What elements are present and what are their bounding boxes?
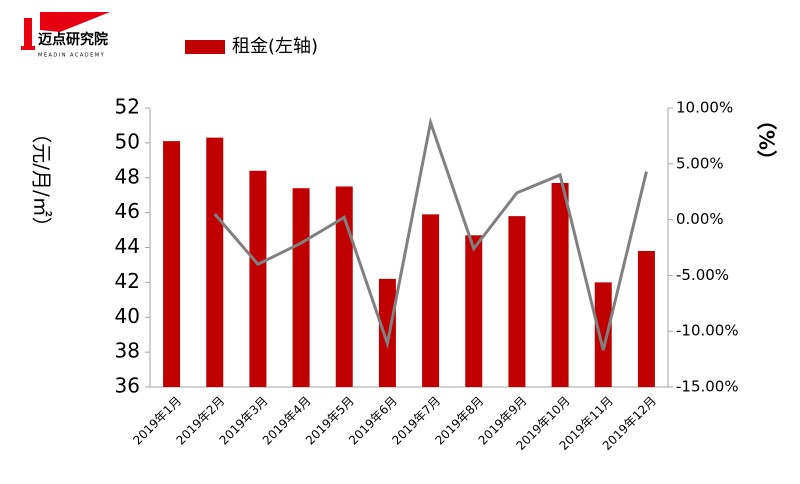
bar	[508, 216, 526, 387]
y-tick-label: 44	[115, 234, 140, 258]
y-tick-label: 38	[115, 339, 140, 363]
y-tick-label: 36	[115, 374, 140, 398]
logo-tagline: MEADIN ACADEMY	[38, 53, 105, 59]
y2-tick-label: 5.00%	[676, 154, 724, 172]
bar	[163, 141, 181, 387]
legend-swatch	[185, 40, 225, 54]
y-tick-label: 50	[115, 129, 140, 153]
logo: 迈点研究院 MEADIN ACADEMY	[21, 12, 110, 59]
bar	[465, 235, 483, 387]
y-tick-label: 46	[115, 199, 140, 223]
y-tick-label: 52	[115, 95, 140, 119]
legend-label: 租金(左轴)	[232, 36, 318, 57]
bar	[551, 182, 569, 387]
y2-tick-label: -15.00%	[676, 378, 739, 396]
y-axis-label: （元/月/㎡）	[30, 123, 54, 236]
y2-axis-label: （%）	[755, 110, 779, 170]
bar	[378, 278, 396, 387]
bar	[637, 250, 655, 387]
bar	[335, 186, 353, 387]
bar	[422, 214, 440, 387]
logo-swoosh	[40, 12, 110, 32]
bar	[249, 170, 267, 387]
logo-name: 迈点研究院	[38, 31, 108, 48]
logo-base	[21, 46, 35, 50]
y-tick-label: 48	[115, 164, 140, 188]
y2-tick-label: -10.00%	[676, 322, 739, 340]
logo-tower	[24, 18, 32, 46]
line	[213, 116, 648, 351]
bar	[292, 188, 310, 387]
y2-tick-label: 10.00%	[676, 99, 733, 117]
y-tick-label: 40	[115, 304, 140, 328]
y2-tick-label: -5.00%	[676, 266, 729, 284]
bar	[206, 137, 224, 387]
y-tick-label: 42	[115, 269, 140, 293]
bar	[594, 282, 612, 387]
y2-tick-label: 0.00%	[676, 210, 724, 228]
